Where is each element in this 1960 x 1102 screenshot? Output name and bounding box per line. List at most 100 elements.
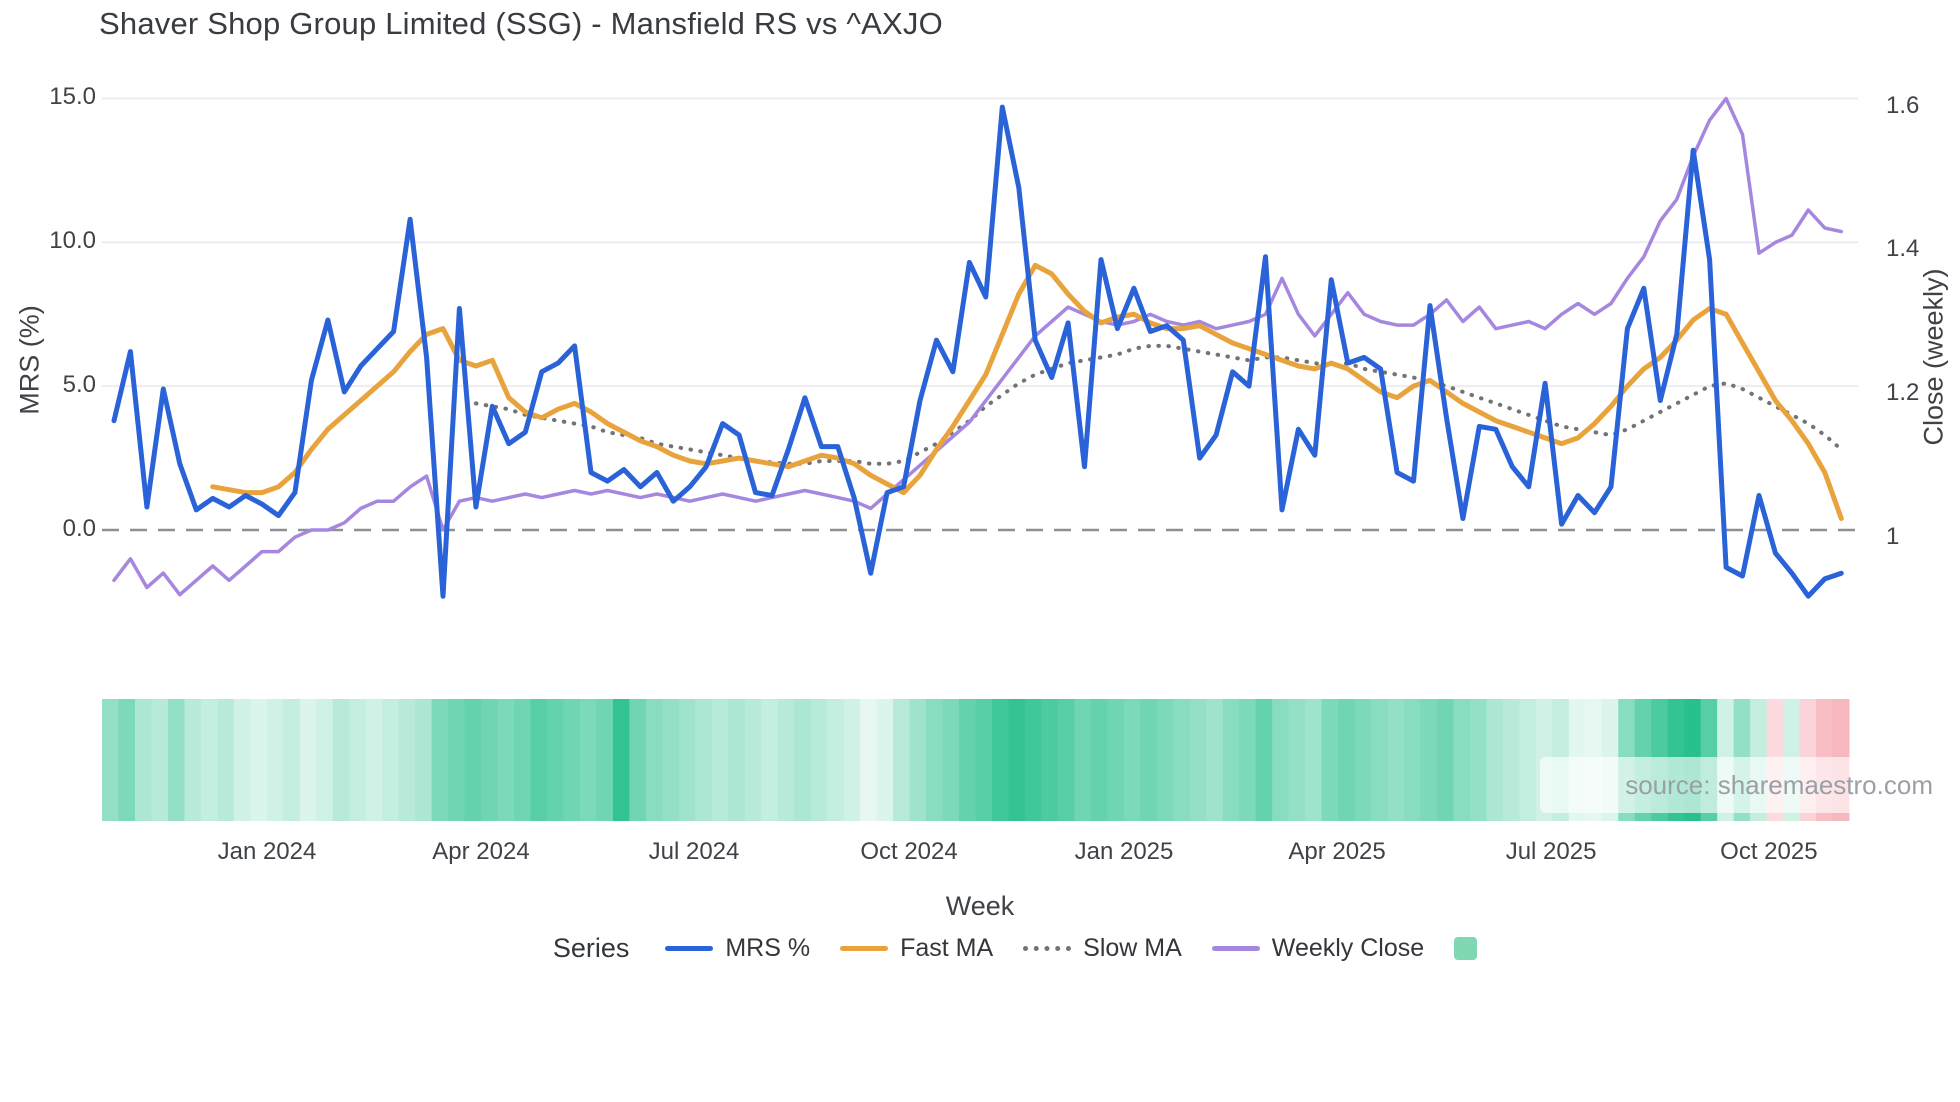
heatmap-cell	[546, 699, 564, 821]
heatmap-cell	[645, 699, 663, 821]
legend-swatch-square	[1454, 937, 1478, 960]
legend: Series MRS % Fast MA Slow MA Weekly Close	[0, 933, 1960, 964]
heatmap-cell	[942, 699, 960, 821]
legend-item-heatmap[interactable]	[1454, 937, 1478, 960]
heatmap-cell	[398, 699, 416, 821]
heatmap-cell	[827, 699, 845, 821]
heatmap-cell	[695, 699, 713, 821]
heatmap-cell	[563, 699, 581, 821]
x-axis-title: Week	[945, 891, 1015, 921]
legend-item-label: Weekly Close	[1271, 934, 1425, 962]
heatmap-cell	[200, 699, 218, 821]
heatmap-cell	[1436, 699, 1454, 821]
heatmap-cell	[629, 699, 647, 821]
legend-item-label: MRS %	[725, 934, 811, 962]
heatmap-cell	[810, 699, 828, 821]
heatmap-cell	[596, 699, 614, 821]
x-axis-tick: Apr 2025	[1288, 838, 1386, 865]
x-axis-tick: Oct 2024	[860, 838, 958, 865]
heatmap-cell	[1090, 699, 1108, 821]
legend-item-weekly-close[interactable]: Weekly Close	[1211, 934, 1425, 963]
heatmap-cell	[167, 699, 185, 821]
heatmap-cell	[1024, 699, 1042, 821]
series-line-slow-ma	[473, 343, 1844, 466]
legend-item-slow-ma[interactable]: Slow MA	[1023, 934, 1182, 963]
heatmap-cell	[431, 699, 449, 821]
heatmap-cell	[662, 699, 680, 821]
heatmap-cell	[1156, 699, 1174, 821]
heatmap-cell	[1404, 699, 1421, 821]
y-axis-title-right: Close (weekly)	[1918, 268, 1949, 446]
heatmap-cell	[975, 699, 993, 821]
heatmap-cell	[448, 699, 466, 821]
y-axis-tick-right: 1.2	[1886, 379, 1920, 407]
heatmap-cell	[233, 699, 251, 821]
watermark-text: source: sharemaestro.com	[1625, 770, 1933, 800]
heatmap-cell	[728, 699, 746, 821]
heatmap-cell	[1420, 699, 1438, 821]
legend-swatch-dotted-line	[1023, 946, 1072, 951]
legend-item-label: Slow MA	[1083, 934, 1182, 962]
heatmap-cell	[1107, 699, 1125, 821]
heatmap-cell	[497, 699, 515, 821]
heatmap-cell	[365, 699, 383, 821]
heatmap-cell	[184, 699, 202, 821]
legend-item-mrs-[interactable]: MRS %	[665, 934, 810, 963]
heatmap-cell	[382, 699, 400, 821]
heatmap-cell	[1272, 699, 1290, 821]
chart-title: Shaver Shop Group Limited (SSG) - Mansfi…	[99, 6, 943, 41]
heatmap-cell	[1502, 699, 1520, 821]
series-line-mrs-	[111, 104, 1844, 599]
legend-item-fast-ma[interactable]: Fast MA	[840, 934, 993, 963]
legend-title: Series	[552, 933, 630, 963]
x-axis-tick: Jul 2024	[648, 838, 740, 865]
heatmap-cell	[761, 699, 779, 821]
y-axis-tick-right: 1.6	[1886, 91, 1920, 119]
heatmap-cell	[332, 699, 350, 821]
heatmap-cell	[217, 699, 235, 821]
heatmap-cell	[1255, 699, 1273, 821]
heatmap-cell	[1222, 699, 1240, 821]
heatmap-cell	[876, 699, 894, 821]
y-axis-tick-left: 0.0	[62, 515, 96, 542]
heatmap-cell	[1074, 699, 1092, 821]
heatmap-cell	[464, 699, 482, 821]
heatmap-cell	[926, 699, 944, 821]
heatmap-cell	[777, 699, 795, 821]
heatmap-cell	[612, 699, 630, 821]
y-axis-tick-left: 5.0	[62, 371, 96, 399]
watermark-background	[1540, 757, 1958, 813]
heatmap-cell	[283, 699, 301, 821]
heatmap-cell	[711, 699, 729, 821]
heatmap-cell	[134, 699, 152, 821]
heatmap-cell	[860, 699, 878, 821]
heatmap-cell	[514, 699, 532, 821]
heatmap-cell	[1173, 699, 1191, 821]
heatmap-cell	[481, 699, 499, 821]
heatmap-cell	[959, 699, 976, 821]
heatmap-cell	[102, 699, 119, 821]
heatmap-cell	[1123, 699, 1141, 821]
heatmap-cell	[909, 699, 927, 821]
heatmap-cell	[349, 699, 367, 821]
heatmap-cell	[1057, 699, 1075, 821]
heatmap-cell	[1354, 699, 1372, 821]
heatmap-cell	[794, 699, 812, 821]
heatmap-cell	[118, 699, 136, 821]
heatmap-cell	[678, 699, 696, 821]
heatmap-cell	[991, 699, 1009, 821]
legend-swatch-line	[1211, 946, 1260, 951]
heatmap-cell	[1140, 699, 1158, 821]
series-line-weekly-close	[112, 96, 1844, 597]
heatmap-cell	[1305, 699, 1323, 821]
x-axis-tick: Jan 2024	[217, 838, 317, 865]
heatmap-cell	[151, 699, 169, 821]
heatmap-cell	[744, 699, 762, 821]
heatmap-cell	[266, 699, 284, 821]
heatmap-cell	[1041, 699, 1059, 821]
heatmap-cell	[1453, 699, 1471, 821]
heatmap-cell	[1387, 699, 1405, 821]
x-axis-tick: Jan 2025	[1074, 838, 1174, 865]
y-axis-tick-left: 10.0	[49, 227, 96, 255]
